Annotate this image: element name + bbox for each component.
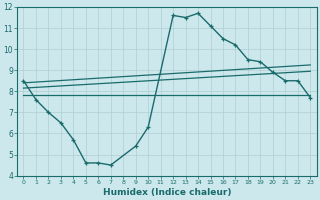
X-axis label: Humidex (Indice chaleur): Humidex (Indice chaleur)	[103, 188, 231, 197]
